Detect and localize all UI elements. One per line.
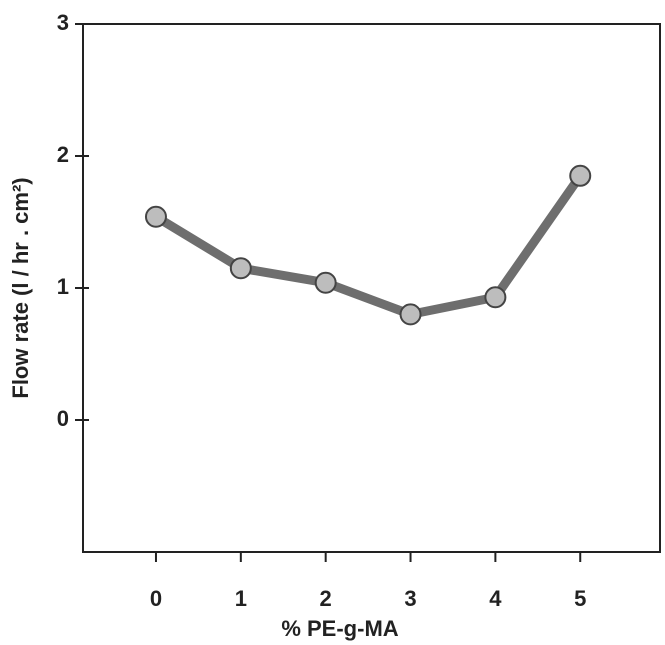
data-point (484, 286, 507, 309)
data-point (229, 257, 252, 280)
plot-frame (82, 23, 661, 553)
x-tick-label: 1 (235, 586, 247, 611)
x-axis-title: % PE-g-MA (281, 616, 398, 641)
x-tick-label: 3 (404, 586, 416, 611)
data-point (399, 303, 422, 326)
y-axis-title: Flow rate (l / hr . cm²) (8, 177, 33, 398)
x-tick-label: 5 (574, 586, 586, 611)
data-point (314, 271, 337, 294)
y-tick-label: 2 (57, 142, 69, 167)
y-tick-label: 3 (57, 10, 69, 35)
data-point (144, 205, 167, 228)
y-tick-label: 0 (57, 406, 69, 431)
x-tick-label: 0 (150, 586, 162, 611)
x-tick-label: 2 (320, 586, 332, 611)
x-tick-label: 4 (489, 586, 502, 611)
y-tick-label: 1 (57, 274, 69, 299)
data-point (569, 164, 592, 187)
data-line (153, 173, 584, 319)
